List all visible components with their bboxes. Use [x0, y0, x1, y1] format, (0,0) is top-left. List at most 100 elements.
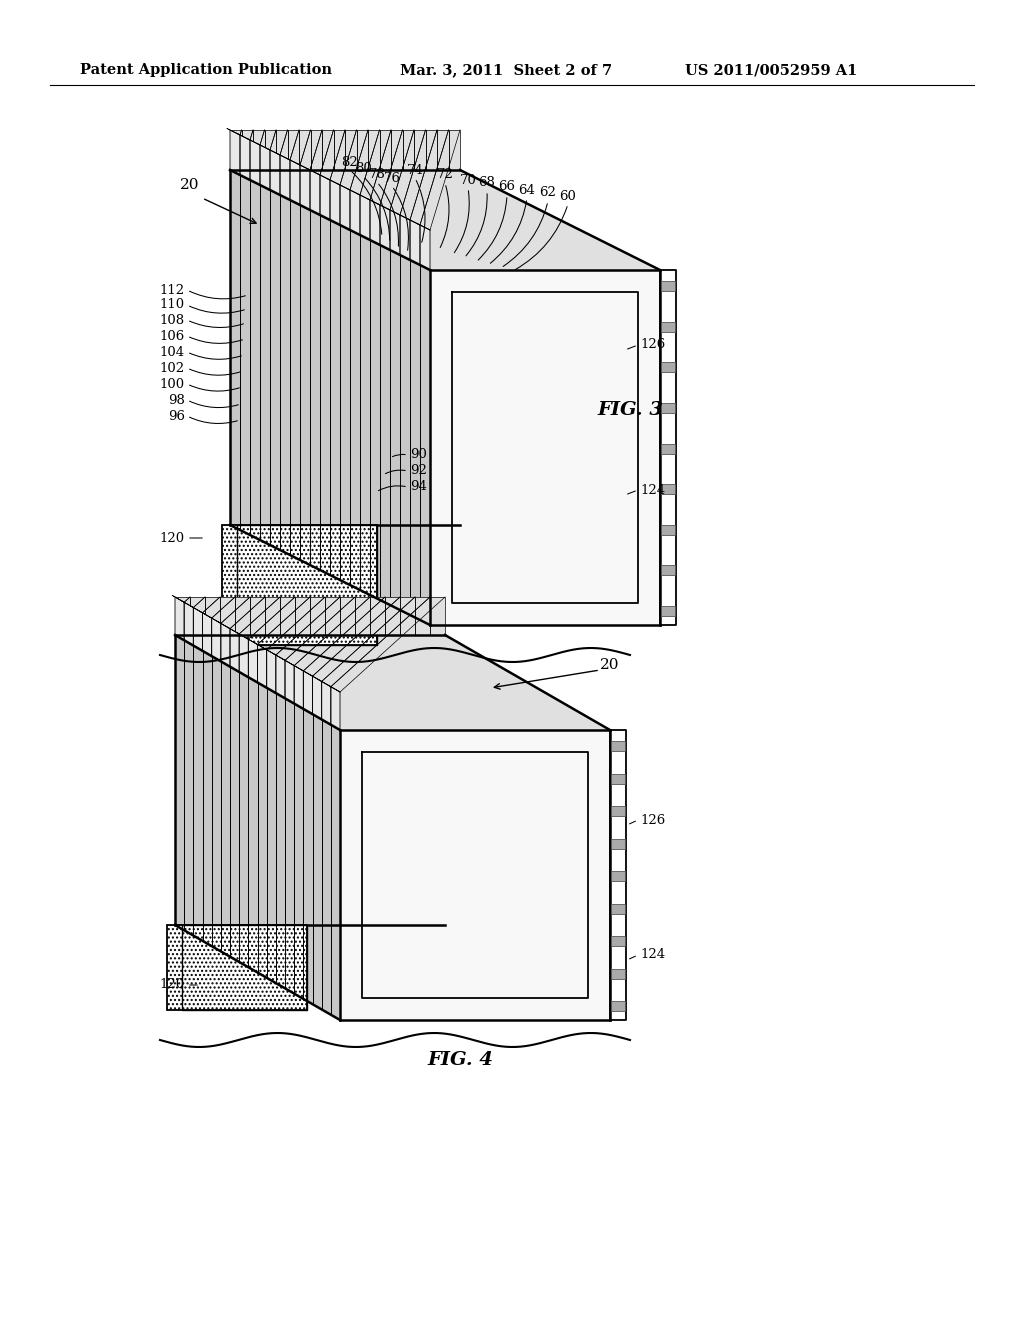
Polygon shape — [260, 145, 270, 190]
Polygon shape — [287, 158, 300, 165]
Text: 70: 70 — [460, 173, 476, 186]
Text: US 2011/0052959 A1: US 2011/0052959 A1 — [685, 63, 857, 77]
Polygon shape — [240, 135, 250, 180]
Text: Patent Application Publication: Patent Application Publication — [80, 63, 332, 77]
Text: 100: 100 — [160, 378, 185, 391]
Polygon shape — [194, 607, 203, 651]
Polygon shape — [402, 129, 414, 170]
Polygon shape — [288, 129, 299, 170]
Text: 82: 82 — [342, 156, 358, 169]
Bar — [662, 444, 675, 454]
Bar — [611, 969, 625, 978]
Text: 80: 80 — [354, 161, 372, 174]
Polygon shape — [250, 140, 260, 185]
Bar — [611, 774, 625, 784]
Text: 78: 78 — [369, 168, 385, 181]
Polygon shape — [328, 685, 340, 692]
Text: 62: 62 — [540, 186, 556, 199]
Polygon shape — [400, 215, 410, 260]
Polygon shape — [227, 128, 240, 135]
Bar — [662, 322, 675, 331]
Polygon shape — [240, 634, 249, 677]
Polygon shape — [242, 129, 253, 170]
Polygon shape — [322, 129, 334, 170]
Polygon shape — [181, 601, 194, 607]
Polygon shape — [309, 675, 322, 681]
Text: 112: 112 — [160, 284, 185, 297]
Text: 98: 98 — [168, 393, 185, 407]
Polygon shape — [437, 129, 449, 170]
Polygon shape — [310, 129, 322, 170]
Polygon shape — [237, 632, 249, 639]
Text: 60: 60 — [559, 190, 577, 202]
Polygon shape — [250, 597, 265, 635]
Polygon shape — [175, 635, 610, 730]
Polygon shape — [380, 205, 390, 249]
Bar — [662, 484, 675, 494]
Polygon shape — [355, 597, 370, 635]
Polygon shape — [257, 144, 270, 150]
Text: 20: 20 — [180, 178, 200, 191]
Text: FIG. 3: FIG. 3 — [597, 401, 663, 418]
Polygon shape — [276, 129, 288, 170]
Polygon shape — [319, 176, 330, 220]
Polygon shape — [190, 606, 203, 612]
Polygon shape — [246, 638, 257, 644]
Polygon shape — [340, 730, 610, 1020]
Polygon shape — [318, 680, 331, 686]
Polygon shape — [307, 169, 319, 176]
Polygon shape — [275, 655, 285, 698]
Polygon shape — [184, 602, 194, 645]
Text: 20: 20 — [600, 657, 620, 672]
Polygon shape — [297, 164, 310, 170]
Polygon shape — [426, 129, 437, 170]
Polygon shape — [299, 129, 310, 170]
Text: 106: 106 — [160, 330, 185, 342]
Bar — [611, 871, 625, 880]
Polygon shape — [449, 129, 460, 170]
Polygon shape — [172, 595, 184, 602]
Polygon shape — [264, 648, 275, 655]
Polygon shape — [367, 198, 380, 205]
Text: 126: 126 — [640, 338, 666, 351]
Text: 108: 108 — [160, 314, 185, 326]
Text: FIG. 4: FIG. 4 — [427, 1051, 493, 1069]
Bar — [662, 403, 675, 413]
Polygon shape — [327, 178, 340, 185]
Polygon shape — [390, 210, 400, 255]
Text: 102: 102 — [160, 362, 185, 375]
Polygon shape — [400, 597, 415, 635]
Polygon shape — [430, 271, 660, 624]
Polygon shape — [230, 129, 242, 170]
Bar — [222, 525, 377, 645]
Polygon shape — [295, 597, 310, 635]
Polygon shape — [337, 183, 350, 190]
Polygon shape — [312, 676, 322, 719]
Polygon shape — [175, 597, 190, 635]
Text: 120: 120 — [160, 978, 185, 991]
Polygon shape — [237, 133, 250, 140]
Polygon shape — [417, 223, 430, 230]
Polygon shape — [227, 627, 240, 634]
Polygon shape — [230, 129, 240, 176]
Polygon shape — [212, 618, 221, 661]
Polygon shape — [420, 224, 430, 271]
Text: 124: 124 — [640, 949, 666, 961]
Bar — [611, 807, 625, 816]
Polygon shape — [347, 189, 360, 195]
Bar — [662, 525, 675, 535]
Polygon shape — [331, 686, 340, 730]
Bar — [611, 1001, 625, 1011]
Text: Mar. 3, 2011  Sheet 2 of 7: Mar. 3, 2011 Sheet 2 of 7 — [400, 63, 612, 77]
Bar — [167, 925, 307, 1010]
Bar — [662, 606, 675, 616]
Text: 110: 110 — [160, 298, 185, 312]
Polygon shape — [247, 139, 260, 145]
Text: 74: 74 — [407, 164, 424, 177]
Polygon shape — [377, 203, 390, 210]
Polygon shape — [218, 622, 230, 628]
Polygon shape — [345, 129, 356, 170]
Bar — [611, 903, 625, 913]
Polygon shape — [283, 659, 294, 665]
Polygon shape — [391, 129, 402, 170]
